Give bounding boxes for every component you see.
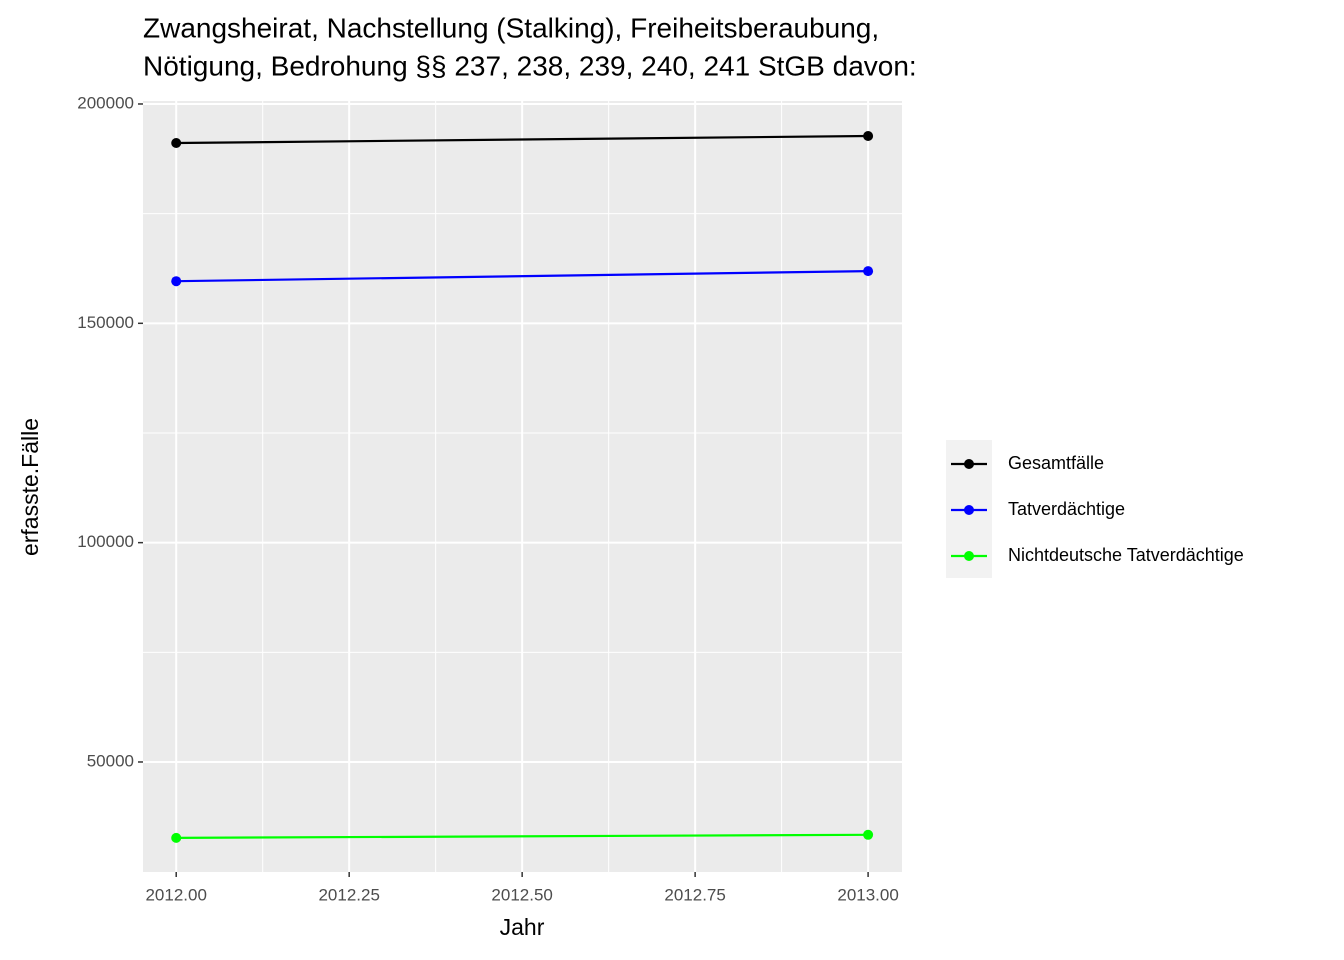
- legend-point: [964, 459, 974, 469]
- x-axis-label: Jahr: [500, 914, 545, 940]
- x-tick-label: 2012.25: [318, 885, 379, 904]
- x-tick-label: 2013.00: [837, 885, 898, 904]
- point: [863, 131, 874, 142]
- point: [863, 266, 874, 277]
- y-tick-label: 50000: [87, 751, 134, 770]
- legend-label: Gesamtfälle: [1008, 453, 1104, 473]
- point: [863, 829, 874, 840]
- legend-point: [964, 505, 974, 515]
- line: [176, 270, 869, 283]
- legend-point: [964, 551, 974, 561]
- y-tick-label: 150000: [77, 313, 134, 332]
- x-tick-label: 2012.00: [145, 885, 206, 904]
- point: [171, 138, 182, 149]
- y-tick-label: 200000: [77, 93, 134, 112]
- y-tick-label: 100000: [77, 532, 134, 551]
- x-tick-label: 2012.50: [491, 885, 552, 904]
- x-tick-label: 2012.75: [664, 885, 725, 904]
- y-axis-label: erfasste.Fälle: [17, 418, 43, 556]
- line: [176, 134, 869, 145]
- chart-title: Zwangsheirat, Nachstellung (Stalking), F…: [143, 12, 879, 43]
- chart-title: Nötigung, Bedrohung §§ 237, 238, 239, 24…: [143, 50, 917, 81]
- legend-label: Tatverdächtige: [1008, 499, 1125, 519]
- legend-label: Nichtdeutsche Tatverdächtige: [1008, 545, 1244, 565]
- line: [176, 833, 869, 839]
- point: [171, 276, 182, 287]
- point: [171, 832, 182, 843]
